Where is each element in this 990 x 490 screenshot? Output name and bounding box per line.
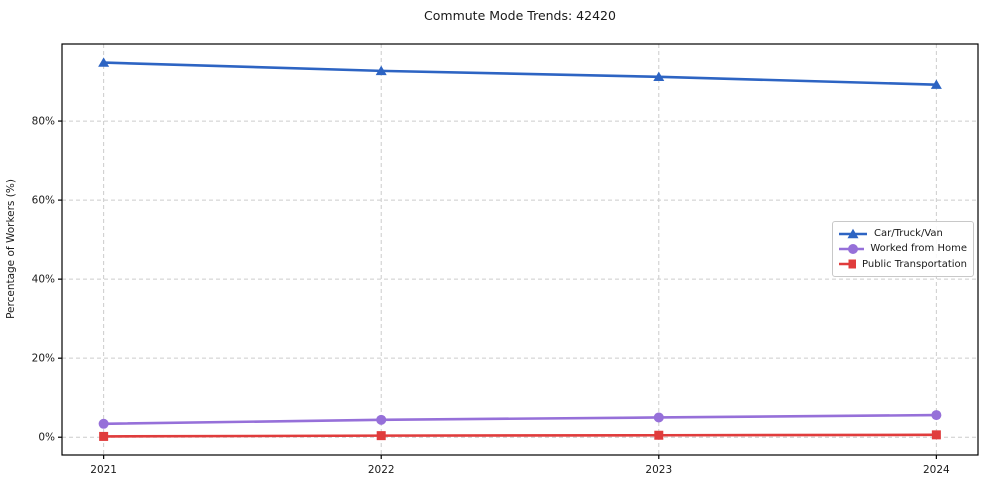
legend-item-car-truck-van: Car/Truck/Van <box>838 226 967 241</box>
legend-label: Car/Truck/Van <box>874 228 943 240</box>
legend-label: Worked from Home <box>870 243 967 255</box>
y-tick-label: 0% <box>38 432 55 444</box>
y-tick-label: 40% <box>32 274 55 286</box>
data-point-triangle <box>653 71 665 82</box>
legend-sample-marker <box>848 259 857 269</box>
plot-border <box>61 43 979 456</box>
data-point-circle <box>98 418 109 429</box>
series-line-square <box>102 433 938 438</box>
chart-title: Commute Mode Trends: 42420 <box>424 8 616 23</box>
legend: Car/Truck/Van Worked from Home Public Tr… <box>832 221 974 277</box>
x-tick-label: 2022 <box>368 464 395 476</box>
legend-sample-marker <box>847 228 859 238</box>
series-line-circle <box>102 413 938 426</box>
data-point-square <box>376 431 386 441</box>
x-tick-label: 2023 <box>645 464 672 476</box>
data-point-square <box>99 431 109 441</box>
data-point-triangle <box>930 79 942 89</box>
data-point-circle <box>931 410 942 421</box>
y-tick-label: 20% <box>32 353 55 365</box>
data-point-circle <box>376 414 387 425</box>
y-tick-label: 60% <box>32 195 55 207</box>
data-point-triangle <box>375 65 387 76</box>
legend-sample-marker <box>848 243 858 254</box>
legend-label: Public Transportation <box>862 258 967 270</box>
data-point-triangle <box>98 57 110 67</box>
data-point-square <box>931 430 941 440</box>
x-tick-label: 2024 <box>923 464 950 476</box>
y-tick-label: 80% <box>32 116 55 128</box>
legend-item-public-transportation: Public Transportation <box>838 257 967 272</box>
legend-marker-circle-icon <box>839 243 865 254</box>
data-point-square <box>654 430 664 440</box>
data-point-circle <box>653 412 664 423</box>
legend-marker-triangle-icon <box>839 228 867 238</box>
legend-item-worked-from-home: Worked from Home <box>838 241 967 256</box>
series-line-triangle <box>102 61 938 87</box>
legend-marker-square-icon <box>839 259 857 269</box>
x-tick-label: 2021 <box>90 464 117 476</box>
